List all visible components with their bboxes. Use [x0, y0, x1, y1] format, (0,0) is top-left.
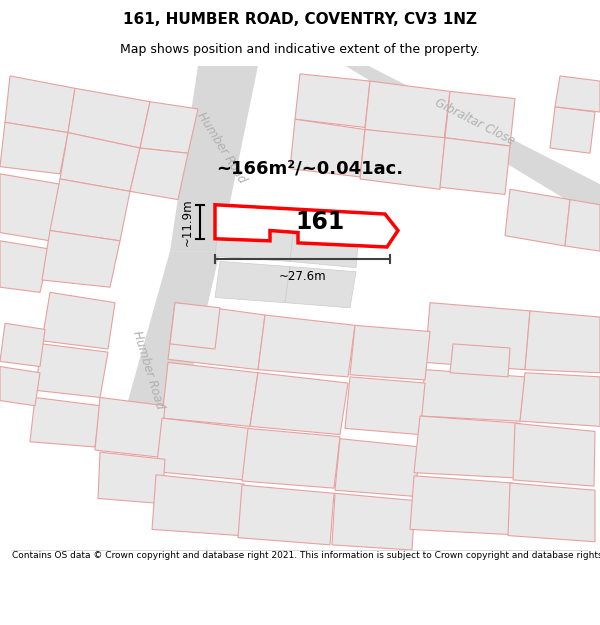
Polygon shape	[335, 439, 420, 496]
Polygon shape	[450, 344, 510, 377]
Polygon shape	[0, 241, 50, 292]
Text: Map shows position and indicative extent of the property.: Map shows position and indicative extent…	[120, 42, 480, 56]
Polygon shape	[508, 483, 595, 542]
Text: 161, HUMBER ROAD, COVENTRY, CV3 1NZ: 161, HUMBER ROAD, COVENTRY, CV3 1NZ	[123, 12, 477, 27]
Polygon shape	[550, 107, 595, 153]
Polygon shape	[68, 88, 150, 148]
Polygon shape	[98, 452, 165, 504]
Polygon shape	[0, 122, 68, 174]
Polygon shape	[258, 315, 355, 377]
Text: Contains OS data © Crown copyright and database right 2021. This information is : Contains OS data © Crown copyright and d…	[12, 551, 600, 561]
Text: ~11.9m: ~11.9m	[181, 198, 194, 246]
Polygon shape	[5, 76, 75, 132]
Text: 161: 161	[295, 210, 344, 234]
Polygon shape	[425, 302, 530, 369]
Polygon shape	[420, 369, 525, 421]
Polygon shape	[42, 292, 115, 349]
Text: Gibraltar Close: Gibraltar Close	[433, 97, 517, 148]
Polygon shape	[60, 132, 140, 191]
Polygon shape	[360, 129, 445, 189]
Polygon shape	[525, 311, 600, 372]
Polygon shape	[152, 475, 244, 536]
Polygon shape	[250, 372, 348, 434]
Polygon shape	[295, 74, 370, 128]
Polygon shape	[414, 416, 520, 478]
Polygon shape	[0, 174, 60, 241]
Text: Humber Road: Humber Road	[195, 110, 249, 186]
Polygon shape	[440, 138, 510, 194]
Polygon shape	[565, 199, 600, 251]
Polygon shape	[95, 398, 165, 458]
Polygon shape	[285, 267, 356, 308]
Polygon shape	[365, 81, 450, 140]
Polygon shape	[170, 66, 258, 251]
Polygon shape	[170, 302, 220, 349]
Polygon shape	[505, 189, 570, 246]
Polygon shape	[130, 148, 188, 199]
Polygon shape	[156, 418, 250, 480]
Polygon shape	[215, 261, 290, 302]
Polygon shape	[290, 215, 360, 268]
Polygon shape	[162, 362, 258, 426]
Polygon shape	[520, 372, 600, 426]
Polygon shape	[290, 119, 365, 177]
Polygon shape	[238, 485, 334, 545]
Polygon shape	[513, 423, 595, 486]
Polygon shape	[35, 344, 108, 398]
Polygon shape	[242, 428, 340, 488]
Polygon shape	[555, 76, 600, 112]
Polygon shape	[0, 366, 40, 406]
Text: Humber Road: Humber Road	[130, 329, 166, 411]
Polygon shape	[345, 66, 600, 220]
Polygon shape	[215, 205, 398, 247]
Polygon shape	[345, 377, 425, 434]
Polygon shape	[215, 210, 295, 261]
Text: ~27.6m: ~27.6m	[278, 269, 326, 282]
Polygon shape	[115, 251, 220, 447]
Polygon shape	[410, 476, 513, 534]
Polygon shape	[50, 179, 130, 241]
Polygon shape	[168, 302, 265, 369]
Text: ~166m²/~0.041ac.: ~166m²/~0.041ac.	[217, 159, 404, 177]
Polygon shape	[350, 326, 430, 380]
Polygon shape	[445, 91, 515, 146]
Polygon shape	[42, 231, 120, 288]
Polygon shape	[140, 102, 198, 153]
Polygon shape	[0, 323, 45, 366]
Polygon shape	[332, 493, 415, 550]
Polygon shape	[30, 398, 100, 447]
